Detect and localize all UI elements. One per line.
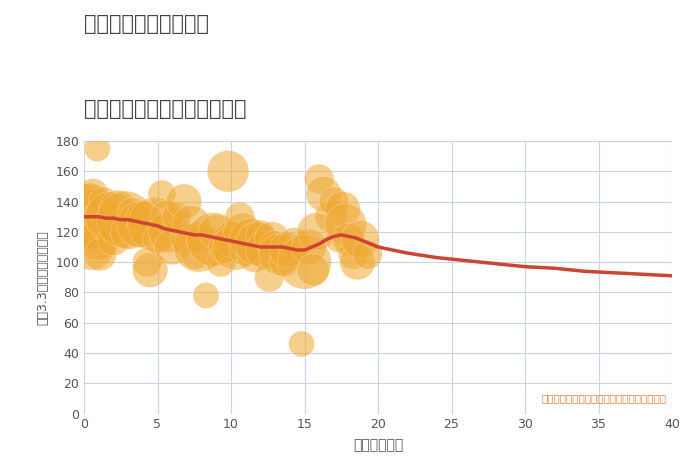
Point xyxy=(299,258,310,266)
Point xyxy=(89,228,100,235)
Point xyxy=(208,235,219,243)
Point xyxy=(101,220,112,228)
Point xyxy=(340,220,351,228)
Point xyxy=(94,251,106,258)
Point xyxy=(141,258,153,266)
Point xyxy=(252,240,263,248)
Point xyxy=(225,235,237,243)
Point xyxy=(152,235,163,243)
Point xyxy=(281,246,293,254)
Point xyxy=(193,243,204,251)
Point xyxy=(190,251,202,258)
Point xyxy=(267,235,278,243)
Point xyxy=(85,243,97,251)
Point xyxy=(347,251,358,258)
Point xyxy=(326,213,337,220)
Point xyxy=(178,198,190,205)
Point xyxy=(352,258,363,266)
Y-axis label: 坪（3.3㎡）単価（万円）: 坪（3.3㎡）単価（万円） xyxy=(36,230,50,325)
Point xyxy=(244,235,256,243)
Point xyxy=(343,235,354,243)
Point xyxy=(196,235,207,243)
X-axis label: 築年数（年）: 築年数（年） xyxy=(353,439,403,453)
Point xyxy=(200,292,211,299)
Point xyxy=(122,228,134,235)
Point xyxy=(120,216,131,224)
Point xyxy=(237,228,248,235)
Point xyxy=(249,251,260,258)
Point xyxy=(112,205,123,213)
Point xyxy=(144,266,155,274)
Point xyxy=(211,228,222,235)
Point xyxy=(186,220,197,228)
Point xyxy=(92,145,103,152)
Point xyxy=(181,235,193,243)
Point xyxy=(296,340,307,348)
Text: 円の大きさは、取引のあった物件面積を示す: 円の大きさは、取引のあった物件面積を示す xyxy=(541,393,666,403)
Point xyxy=(88,190,99,198)
Point xyxy=(259,246,270,254)
Point xyxy=(215,258,226,266)
Point xyxy=(220,243,231,251)
Point xyxy=(78,213,90,220)
Point xyxy=(270,243,281,251)
Point xyxy=(337,205,349,213)
Point xyxy=(93,235,104,243)
Point xyxy=(137,213,148,220)
Point xyxy=(308,266,319,274)
Point xyxy=(223,167,234,175)
Point xyxy=(311,228,322,235)
Point xyxy=(84,198,95,205)
Point xyxy=(81,205,92,213)
Point xyxy=(362,251,373,258)
Point xyxy=(156,190,167,198)
Point xyxy=(332,235,344,243)
Point xyxy=(97,198,108,205)
Text: 築年数別中古マンション価格: 築年数別中古マンション価格 xyxy=(84,99,246,119)
Point xyxy=(328,198,339,205)
Point xyxy=(115,220,126,228)
Point xyxy=(279,258,290,266)
Point xyxy=(134,220,146,228)
Point xyxy=(96,213,107,220)
Point xyxy=(240,246,251,254)
Point xyxy=(264,274,275,281)
Point xyxy=(108,235,119,243)
Point xyxy=(230,243,241,251)
Point xyxy=(318,190,329,198)
Point xyxy=(127,208,138,216)
Point xyxy=(314,175,325,183)
Point xyxy=(234,213,246,220)
Point xyxy=(105,213,116,220)
Point xyxy=(171,213,182,220)
Point xyxy=(303,243,314,251)
Point xyxy=(164,228,175,235)
Point xyxy=(80,220,91,228)
Point xyxy=(355,235,366,243)
Point xyxy=(288,240,300,248)
Point xyxy=(132,231,143,239)
Text: 兵庫県尼崎市上坂部の: 兵庫県尼崎市上坂部の xyxy=(84,14,209,34)
Point xyxy=(274,251,285,258)
Point xyxy=(167,243,178,251)
Point xyxy=(161,213,172,220)
Point xyxy=(149,220,160,228)
Point xyxy=(255,231,266,239)
